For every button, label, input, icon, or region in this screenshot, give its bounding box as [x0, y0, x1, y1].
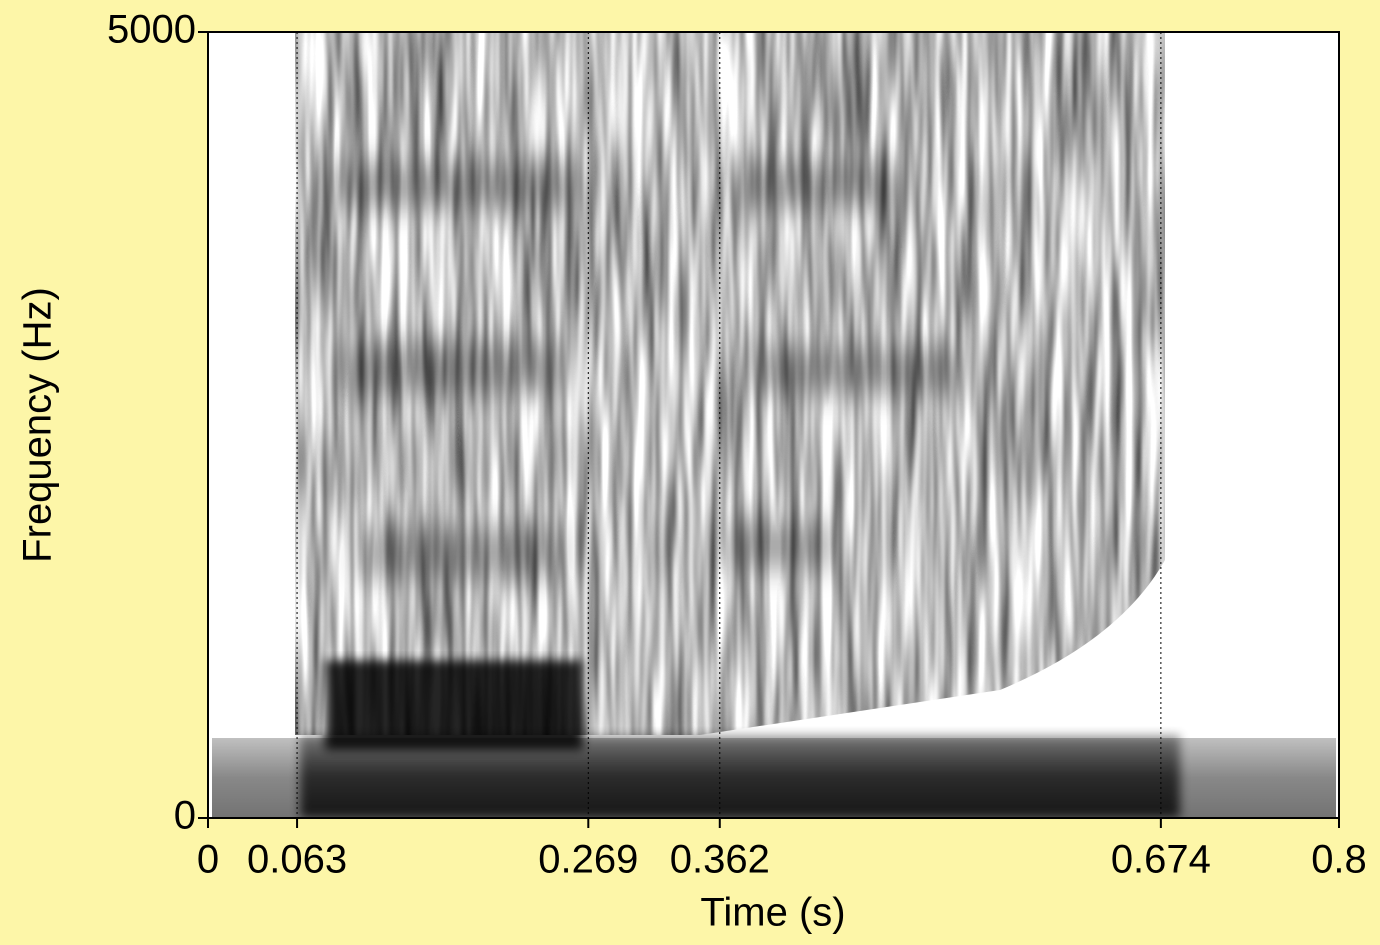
x-tick-label: 0.269 — [538, 838, 638, 882]
y-tick-label: 5000 — [107, 8, 196, 52]
y-axis-title: Frequency (Hz) — [16, 287, 60, 563]
x-tick-label: 0.063 — [247, 838, 347, 882]
spectrogram-image — [212, 33, 1336, 817]
plot-frame — [207, 31, 1340, 819]
x-tick-label: 0.8 — [1311, 838, 1367, 882]
x-tick-label: 0.362 — [670, 838, 770, 882]
x-tick-label: 0 — [197, 838, 219, 882]
y-tick-label: 0 — [174, 794, 196, 838]
x-axis-title: Time (s) — [700, 891, 845, 935]
x-tick-label: 0.674 — [1111, 838, 1211, 882]
